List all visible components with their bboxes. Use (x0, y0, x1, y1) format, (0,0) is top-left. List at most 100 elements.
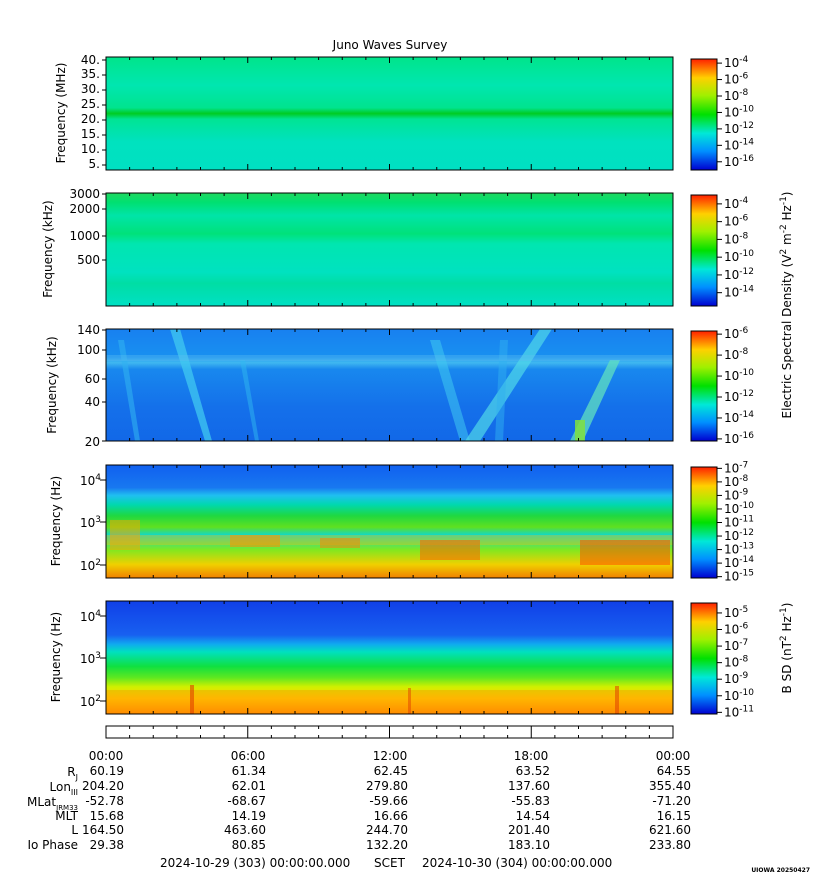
panel-2-spectrogram (106, 193, 673, 306)
colorbar-tick-label: 10-8 (724, 88, 749, 103)
y-tick-label: 104 (80, 473, 101, 488)
electric-colorbar-title: Electric Spectral Density (V2 m-2 Hz-1) (779, 191, 794, 418)
cell: -52.78 (85, 794, 124, 808)
time-axis-ticks (105, 726, 674, 738)
y-tick-label: 102 (80, 558, 101, 573)
panel-1-ylabel: Frequency (MHz) (54, 63, 68, 164)
cell: -55.83 (511, 794, 550, 808)
colorbar-tick-label: 10-15 (724, 569, 754, 584)
y-tick-label: 40 (85, 395, 100, 409)
time-label: 00:00 (656, 749, 691, 763)
colorbar-5 (690, 602, 718, 715)
colorbar-tick-label: 10-9 (724, 671, 749, 686)
y-tick-marks (100, 479, 106, 566)
cell: 164.50 (82, 823, 124, 837)
magnetic-colorbar-title: B SD (nT2 Hz-1) (779, 603, 794, 694)
y-tick-marks (102, 193, 106, 261)
colorbar-tick-label: 10-5 (724, 605, 748, 620)
colorbar-tick-label: 10-12 (724, 528, 754, 543)
y-tick-label: 30. (81, 82, 100, 96)
colorbar-3 (690, 330, 718, 442)
y-tick-label: 104 (80, 609, 101, 624)
colorbar-tick-label: 10-12 (724, 389, 754, 404)
panel-3-frame (105, 328, 674, 442)
colorbar-tick-label: 10-14 (724, 137, 754, 152)
panel-4-y-axis: 104 103 102 (80, 473, 106, 573)
panel-4-ylabel: Frequency (Hz) (49, 476, 63, 567)
footer-start: 2024-10-29 (303) 00:00:00.000 (160, 856, 350, 870)
panel-1-x-ticks (105, 57, 674, 170)
y-tick-label: 103 (80, 651, 101, 666)
y-tick-label: 103 (80, 515, 101, 530)
cell: 204.20 (82, 779, 124, 793)
colorbar-2 (690, 194, 718, 307)
colorbar-tick-label: 10-10 (724, 501, 754, 516)
cell: 621.60 (649, 823, 691, 837)
panel-3-ylabel: Frequency (kHz) (45, 336, 59, 433)
panel-5-spectrogram (106, 601, 673, 714)
panel-4: 104 103 102 Frequency (Hz) (49, 464, 674, 579)
cell: 15.68 (90, 809, 124, 823)
row-label-lon: LonIII (50, 780, 79, 797)
colorbar-tick-label: 10-11 (724, 704, 754, 719)
cell: 132.20 (366, 838, 408, 852)
colorbar-tick-label: 10-4 (724, 55, 749, 70)
colorbar-tick-label: 10-14 (724, 555, 754, 570)
panel-5-y-axis: 104 103 102 (80, 609, 106, 709)
cell: 244.70 (366, 823, 408, 837)
y-tick-label: 60 (85, 372, 100, 386)
colorbar-tick-label: 10-10 (724, 368, 754, 383)
row-label-rj: RJ (67, 765, 78, 782)
y-tick-label: 15. (81, 127, 100, 141)
colorbar-tick-label: 10-10 (724, 249, 754, 264)
y-tick-label: 102 (80, 694, 101, 709)
cell: 137.60 (508, 779, 550, 793)
colorbar-4 (690, 466, 718, 579)
colorbar-tick-label: 10-12 (724, 121, 754, 136)
colorbar-tick-label: 10-8 (724, 655, 749, 670)
panel-4-features (106, 520, 673, 565)
cell: 61.34 (232, 764, 266, 778)
row-label-mlt: MLT (55, 809, 78, 823)
figure-title: Juno Waves Survey (332, 38, 448, 52)
row-label-io-phase: Io Phase (27, 838, 78, 852)
y-tick-label: 140 (77, 323, 100, 337)
cell: 29.38 (90, 838, 124, 852)
colorbar-tick-label: 10-14 (724, 285, 754, 300)
colorbar-tick-label: 10-9 (724, 487, 749, 502)
row-label-mlat: MLatJRM33 (27, 795, 78, 812)
y-tick-label: 1000 (69, 229, 100, 243)
colorbar-tick-label: 10-6 (724, 622, 749, 637)
cell: 463.60 (224, 823, 266, 837)
panel-2-ylabel: Frequency (kHz) (41, 200, 55, 297)
cell: 16.15 (657, 809, 691, 823)
colorbars: 10-410-610-810-1010-1210-1410-1610-410-6… (690, 55, 754, 719)
panel-3-y-axis: 140 100 60 40 20 (77, 323, 106, 449)
panel-5: 104 103 102 Frequency (Hz) (49, 600, 674, 715)
colorbar-tick-label: 10-7 (724, 638, 748, 653)
cell: -59.66 (369, 794, 408, 808)
colorbar-tick-label: 10-10 (724, 688, 754, 703)
y-tick-label: 35. (81, 67, 100, 81)
colorbar-tick-label: 10-8 (724, 231, 749, 246)
colorbar-tick-label: 10-16 (724, 154, 754, 169)
y-tick-label: 20 (85, 435, 100, 449)
panel-1-frame (105, 56, 674, 171)
cell: 64.55 (657, 764, 691, 778)
time-label: 18:00 (514, 749, 549, 763)
cell: 233.80 (649, 838, 691, 852)
colorbar-tick-label: 10-8 (724, 347, 749, 362)
panel-1-y-axis: 40. 35. 30. 25. 20. 15. 10. 5. (81, 53, 106, 171)
cell: 63.52 (516, 764, 550, 778)
ephemeris-table: 00:00 06:00 12:00 18:00 00:00 RJ LonIII … (27, 749, 691, 852)
footer: 2024-10-29 (303) 00:00:00.000 SCET 2024-… (160, 856, 810, 874)
cell: -71.20 (652, 794, 691, 808)
panel-1: 40. 35. 30. 25. 20. 15. 10. 5. Frequency… (54, 53, 674, 171)
footer-end: 2024-10-30 (304) 00:00:00.000 (422, 856, 612, 870)
colorbar-tick-label: 10-6 (724, 72, 749, 87)
panel-3: 140 100 60 40 20 Frequency (kHz) (45, 323, 674, 449)
cell: 16.66 (374, 809, 408, 823)
footer-scet: SCET (374, 856, 406, 870)
time-label: 12:00 (373, 749, 408, 763)
